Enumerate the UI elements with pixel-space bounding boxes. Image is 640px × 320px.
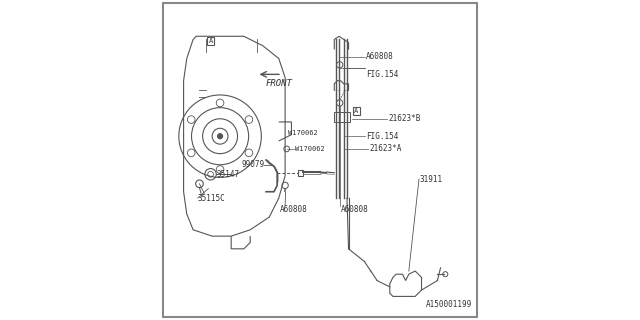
Text: 21623*A: 21623*A xyxy=(369,144,401,153)
Text: A60808: A60808 xyxy=(366,52,394,61)
Text: 31911: 31911 xyxy=(420,174,443,184)
Text: FIG.154: FIG.154 xyxy=(366,70,398,79)
Text: W170062: W170062 xyxy=(288,130,318,136)
Text: FIG.154: FIG.154 xyxy=(366,132,398,141)
Text: 35147: 35147 xyxy=(217,170,240,179)
Bar xyxy=(353,107,360,115)
Text: A: A xyxy=(355,108,358,114)
Text: A60808: A60808 xyxy=(280,205,308,214)
Text: A150001199: A150001199 xyxy=(426,300,472,309)
Text: 99079: 99079 xyxy=(241,160,264,169)
Text: A60808: A60808 xyxy=(340,205,369,214)
Text: 35115C: 35115C xyxy=(198,194,226,203)
Text: A: A xyxy=(209,38,212,44)
Bar xyxy=(207,37,214,45)
Bar xyxy=(298,170,303,176)
Circle shape xyxy=(218,134,223,139)
Text: W170062: W170062 xyxy=(294,146,324,152)
Text: 21623*B: 21623*B xyxy=(388,114,420,123)
Text: FRONT: FRONT xyxy=(266,79,292,88)
